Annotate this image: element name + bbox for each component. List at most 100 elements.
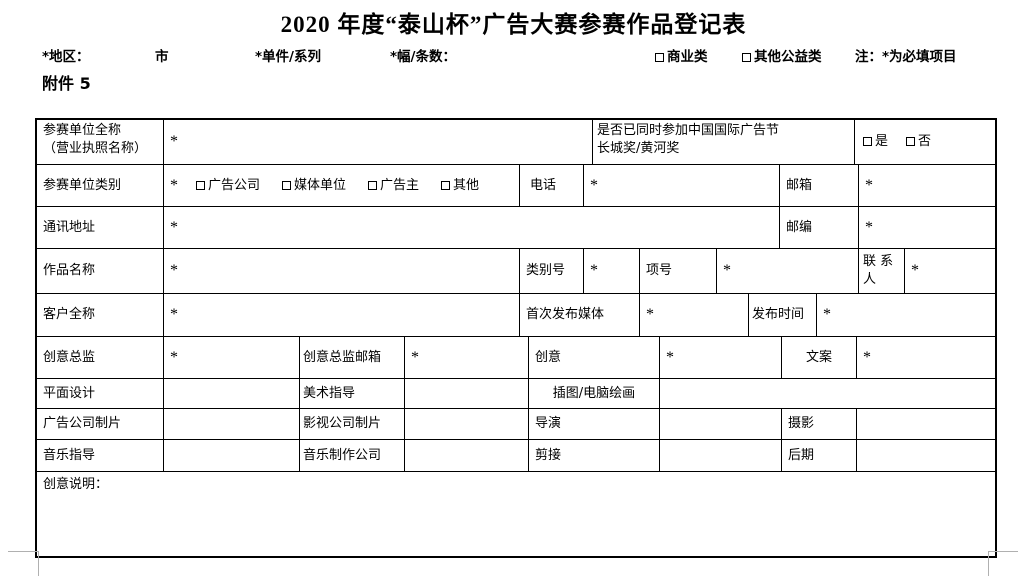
unit-type-option-other[interactable]: 其他 <box>441 177 479 195</box>
publish-time-input-cell[interactable]: * <box>817 294 995 337</box>
required-mark: * <box>170 176 178 194</box>
festival-question-line1: 是否已同时参加中国国际广告节 <box>597 123 780 138</box>
address-input-cell[interactable]: * <box>164 207 780 249</box>
post-production-input-cell[interactable] <box>857 440 995 472</box>
copywriter-label: 文案 <box>805 349 832 365</box>
page-title: 2020 年度“泰山杯”广告大赛参赛作品登记表 <box>280 12 747 37</box>
graphic-design-label: 平面设计 <box>43 385 96 401</box>
art-director-input-cell[interactable] <box>405 379 529 409</box>
agency-producer-input-cell[interactable] <box>164 409 300 440</box>
unit-type-option-media[interactable]: 媒体单位 <box>282 177 346 195</box>
work-title-label-cell: 作品名称 <box>37 249 164 294</box>
illustration-label-cell: 插图/电脑绘画 <box>529 379 660 409</box>
required-mark: * <box>170 306 178 324</box>
required-mark: * <box>646 306 654 324</box>
creative-director-input-cell[interactable]: * <box>164 337 300 379</box>
editing-label: 剪接 <box>535 447 562 463</box>
address-label-cell: 通讯地址 <box>37 207 164 249</box>
item-no-input-cell[interactable]: * <box>717 249 859 294</box>
unit-name-label-line2: （营业执照名称） <box>43 140 148 156</box>
phone-input-cell[interactable]: * <box>584 165 780 207</box>
checkbox-icon[interactable] <box>282 180 292 190</box>
director-input-cell[interactable] <box>660 409 782 440</box>
film-producer-input-cell[interactable] <box>405 409 529 440</box>
category-no-input-cell[interactable]: * <box>584 249 640 294</box>
festival-question-line2: 长城奖/黄河奖 <box>597 140 680 156</box>
illustration-label: 插图/电脑绘画 <box>552 385 636 401</box>
row-work-title: 作品名称 * 类别号 * 项号 * 联 系 人 * <box>37 249 995 294</box>
cd-email-input-cell[interactable]: * <box>405 337 529 379</box>
count-label: *幅/条数： <box>390 49 456 65</box>
phone-label-cell: 电话 <box>520 165 584 207</box>
unit-name-label-line1: 参赛单位全称 <box>43 123 122 138</box>
category-public-option[interactable]: 其他公益类 <box>742 45 822 65</box>
item-no-label-cell: 项号 <box>640 249 717 294</box>
photography-input-cell[interactable] <box>857 409 995 440</box>
creative-note-label: 创意说明： <box>43 477 109 492</box>
festival-no-option[interactable]: 否 <box>906 133 931 151</box>
editing-input-cell[interactable] <box>660 440 782 472</box>
illustration-input-cell[interactable] <box>660 379 995 409</box>
email-input-cell[interactable]: * <box>859 165 995 207</box>
row-unit-name: 参赛单位全称 （营业执照名称） * 是否已同时参加中国国际广告节 长城奖/黄河奖… <box>37 120 995 165</box>
music-company-label-cell: 音乐制作公司 <box>300 440 405 472</box>
creative-note-cell[interactable]: 创意说明： <box>37 472 995 556</box>
page-margin-mark <box>8 551 38 552</box>
checkbox-icon[interactable] <box>742 53 751 62</box>
unit-type-label-cell: 参赛单位类别 <box>37 165 164 207</box>
required-mark: * <box>865 176 873 194</box>
unit-series-label: *单件/系列 <box>255 49 321 65</box>
creative-director-label: 创意总监 <box>43 349 96 365</box>
graphic-design-input-cell[interactable] <box>164 379 300 409</box>
post-production-label: 后期 <box>788 447 815 463</box>
checkbox-icon[interactable] <box>863 137 872 147</box>
checkbox-icon[interactable] <box>655 53 664 62</box>
required-mark: * <box>170 262 178 280</box>
contact-input-cell[interactable]: * <box>905 249 995 294</box>
required-mark: * <box>170 348 178 366</box>
category-public-label: 其他公益类 <box>754 49 822 65</box>
music-director-label: 音乐指导 <box>43 447 96 463</box>
creative-input-cell[interactable]: * <box>660 337 782 379</box>
required-mark: * <box>170 218 178 236</box>
registration-form-table: 参赛单位全称 （营业执照名称） * 是否已同时参加中国国际广告节 长城奖/黄河奖… <box>35 118 997 558</box>
required-mark: * <box>170 133 178 151</box>
category-no-label: 类别号 <box>526 263 566 279</box>
zip-input-cell[interactable]: * <box>859 207 995 249</box>
festival-question-cell: 是否已同时参加中国国际广告节 长城奖/黄河奖 <box>593 120 855 165</box>
zip-label: 邮编 <box>786 219 813 235</box>
music-director-input-cell[interactable] <box>164 440 300 472</box>
art-director-label: 美术指导 <box>303 385 356 401</box>
copywriter-input-cell[interactable]: * <box>857 337 995 379</box>
unit-type-option-agency[interactable]: 广告公司 <box>196 177 260 195</box>
checkbox-icon[interactable] <box>441 180 451 190</box>
music-company-input-cell[interactable] <box>405 440 529 472</box>
creative-director-label-cell: 创意总监 <box>37 337 164 379</box>
editing-label-cell: 剪接 <box>529 440 660 472</box>
unit-type-option-advertiser[interactable]: 广告主 <box>368 177 419 195</box>
publish-time-label-cell: 发布时间 <box>749 294 817 337</box>
required-mark: * <box>411 348 419 366</box>
page-margin-mark <box>988 551 989 576</box>
work-title-input-cell[interactable]: * <box>164 249 520 294</box>
checkbox-icon[interactable] <box>906 137 916 147</box>
row-unit-type: 参赛单位类别 * 广告公司 媒体单位 广告主 其他 电话 * 邮箱 * <box>37 165 995 207</box>
item-no-label: 项号 <box>646 263 673 279</box>
unit-type-label: 参赛单位类别 <box>43 177 122 193</box>
cd-email-label-cell: 创意总监邮箱 <box>300 337 405 379</box>
festival-yes-option[interactable]: 是 <box>863 133 888 151</box>
category-commercial-option[interactable]: 商业类 <box>655 45 708 65</box>
row-agency-producer: 广告公司制片 影视公司制片 导演 摄影 <box>37 409 995 440</box>
first-media-label: 首次发布媒体 <box>526 307 605 323</box>
checkbox-icon[interactable] <box>196 180 205 190</box>
first-media-input-cell[interactable]: * <box>640 294 749 337</box>
unit-name-label-cell: 参赛单位全称 （营业执照名称） <box>37 120 164 165</box>
unit-name-input-cell[interactable]: * <box>164 120 593 165</box>
required-note: 注：*为必填项目 <box>855 49 957 65</box>
client-input-cell[interactable]: * <box>164 294 520 337</box>
film-producer-label: 影视公司制片 <box>303 416 382 432</box>
row-creative-director: 创意总监 * 创意总监邮箱 * 创意 * 文案 * <box>37 337 995 379</box>
contact-label-cell: 联 系 人 <box>859 249 905 294</box>
option-label: 其他 <box>453 177 480 193</box>
checkbox-icon[interactable] <box>368 180 378 190</box>
